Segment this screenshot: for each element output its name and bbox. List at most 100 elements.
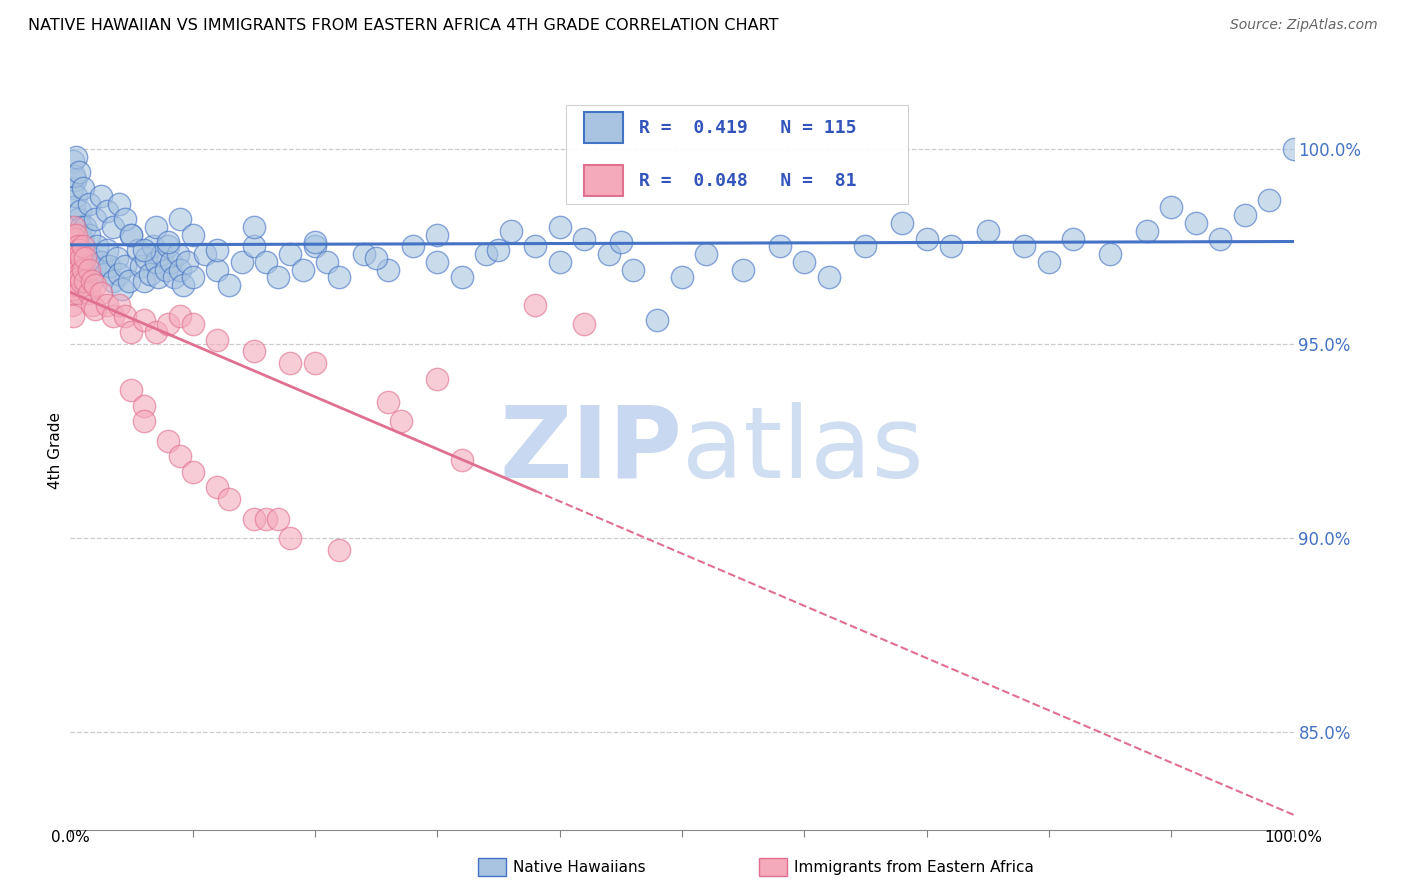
- Point: [66, 262, 89, 277]
- Point: [524, 239, 547, 253]
- Point: [1136, 224, 1159, 238]
- Point: [169, 212, 191, 227]
- Point: [572, 231, 595, 245]
- Point: [65, 274, 87, 288]
- Point: [63, 231, 86, 245]
- Point: [62, 310, 84, 324]
- Point: [63, 169, 86, 184]
- Point: [157, 317, 180, 331]
- Point: [1258, 193, 1281, 207]
- Point: [98, 259, 121, 273]
- Point: [65, 251, 87, 265]
- FancyBboxPatch shape: [565, 105, 908, 204]
- Point: [129, 259, 152, 273]
- Point: [63, 255, 86, 269]
- Point: [610, 235, 633, 250]
- Point: [169, 450, 191, 464]
- Point: [69, 270, 91, 285]
- Point: [66, 212, 89, 227]
- Point: [118, 274, 141, 288]
- Point: [82, 274, 104, 288]
- Point: [145, 255, 167, 269]
- Point: [63, 219, 86, 234]
- Point: [63, 235, 86, 250]
- Point: [132, 313, 155, 327]
- Text: NATIVE HAWAIIAN VS IMMIGRANTS FROM EASTERN AFRICA 4TH GRADE CORRELATION CHART: NATIVE HAWAIIAN VS IMMIGRANTS FROM EASTE…: [28, 18, 779, 33]
- Point: [62, 262, 84, 277]
- Point: [426, 255, 449, 269]
- Point: [157, 239, 180, 253]
- Point: [96, 298, 118, 312]
- Point: [280, 531, 302, 545]
- Point: [65, 227, 87, 242]
- Point: [218, 278, 240, 293]
- Point: [377, 262, 399, 277]
- Point: [855, 239, 877, 253]
- Point: [108, 298, 131, 312]
- Point: [181, 270, 204, 285]
- Point: [915, 231, 938, 245]
- Point: [63, 259, 86, 273]
- Point: [647, 313, 669, 327]
- Point: [733, 262, 755, 277]
- Point: [524, 298, 547, 312]
- Y-axis label: 4th Grade: 4th Grade: [48, 412, 63, 489]
- Point: [121, 383, 143, 397]
- Point: [205, 333, 228, 347]
- Point: [70, 251, 93, 265]
- FancyBboxPatch shape: [583, 112, 623, 144]
- Point: [243, 219, 266, 234]
- Point: [65, 150, 87, 164]
- Point: [70, 219, 93, 234]
- Point: [90, 255, 112, 269]
- Point: [291, 262, 314, 277]
- Point: [155, 262, 177, 277]
- Point: [939, 239, 962, 253]
- Point: [243, 239, 266, 253]
- Point: [60, 274, 83, 288]
- Point: [142, 239, 165, 253]
- Point: [426, 227, 449, 242]
- Point: [132, 414, 155, 428]
- Point: [132, 244, 155, 258]
- Point: [488, 244, 510, 258]
- Point: [450, 453, 472, 467]
- Point: [1014, 239, 1036, 253]
- Point: [280, 356, 302, 370]
- Point: [83, 278, 105, 293]
- Point: [304, 235, 326, 250]
- Point: [218, 491, 240, 506]
- Point: [176, 255, 198, 269]
- Point: [135, 251, 157, 265]
- Point: [316, 255, 339, 269]
- Point: [105, 251, 128, 265]
- Text: Immigrants from Eastern Africa: Immigrants from Eastern Africa: [794, 860, 1035, 874]
- Point: [769, 239, 792, 253]
- Point: [63, 201, 86, 215]
- Point: [83, 262, 105, 277]
- Point: [695, 247, 717, 261]
- Point: [267, 270, 290, 285]
- Point: [72, 181, 94, 195]
- Point: [254, 511, 277, 525]
- Point: [148, 270, 170, 285]
- Point: [169, 310, 191, 324]
- Point: [114, 212, 136, 227]
- Point: [548, 219, 571, 234]
- Point: [63, 282, 86, 296]
- Point: [1062, 231, 1084, 245]
- Point: [304, 356, 326, 370]
- Point: [163, 270, 186, 285]
- Point: [1099, 247, 1122, 261]
- Point: [304, 239, 326, 253]
- Text: atlas: atlas: [682, 402, 924, 499]
- Point: [1209, 231, 1232, 245]
- Point: [77, 262, 100, 277]
- Point: [73, 251, 96, 265]
- Point: [132, 399, 155, 413]
- Point: [60, 298, 83, 312]
- Point: [366, 251, 388, 265]
- Point: [671, 270, 693, 285]
- Point: [181, 227, 204, 242]
- Point: [139, 267, 162, 281]
